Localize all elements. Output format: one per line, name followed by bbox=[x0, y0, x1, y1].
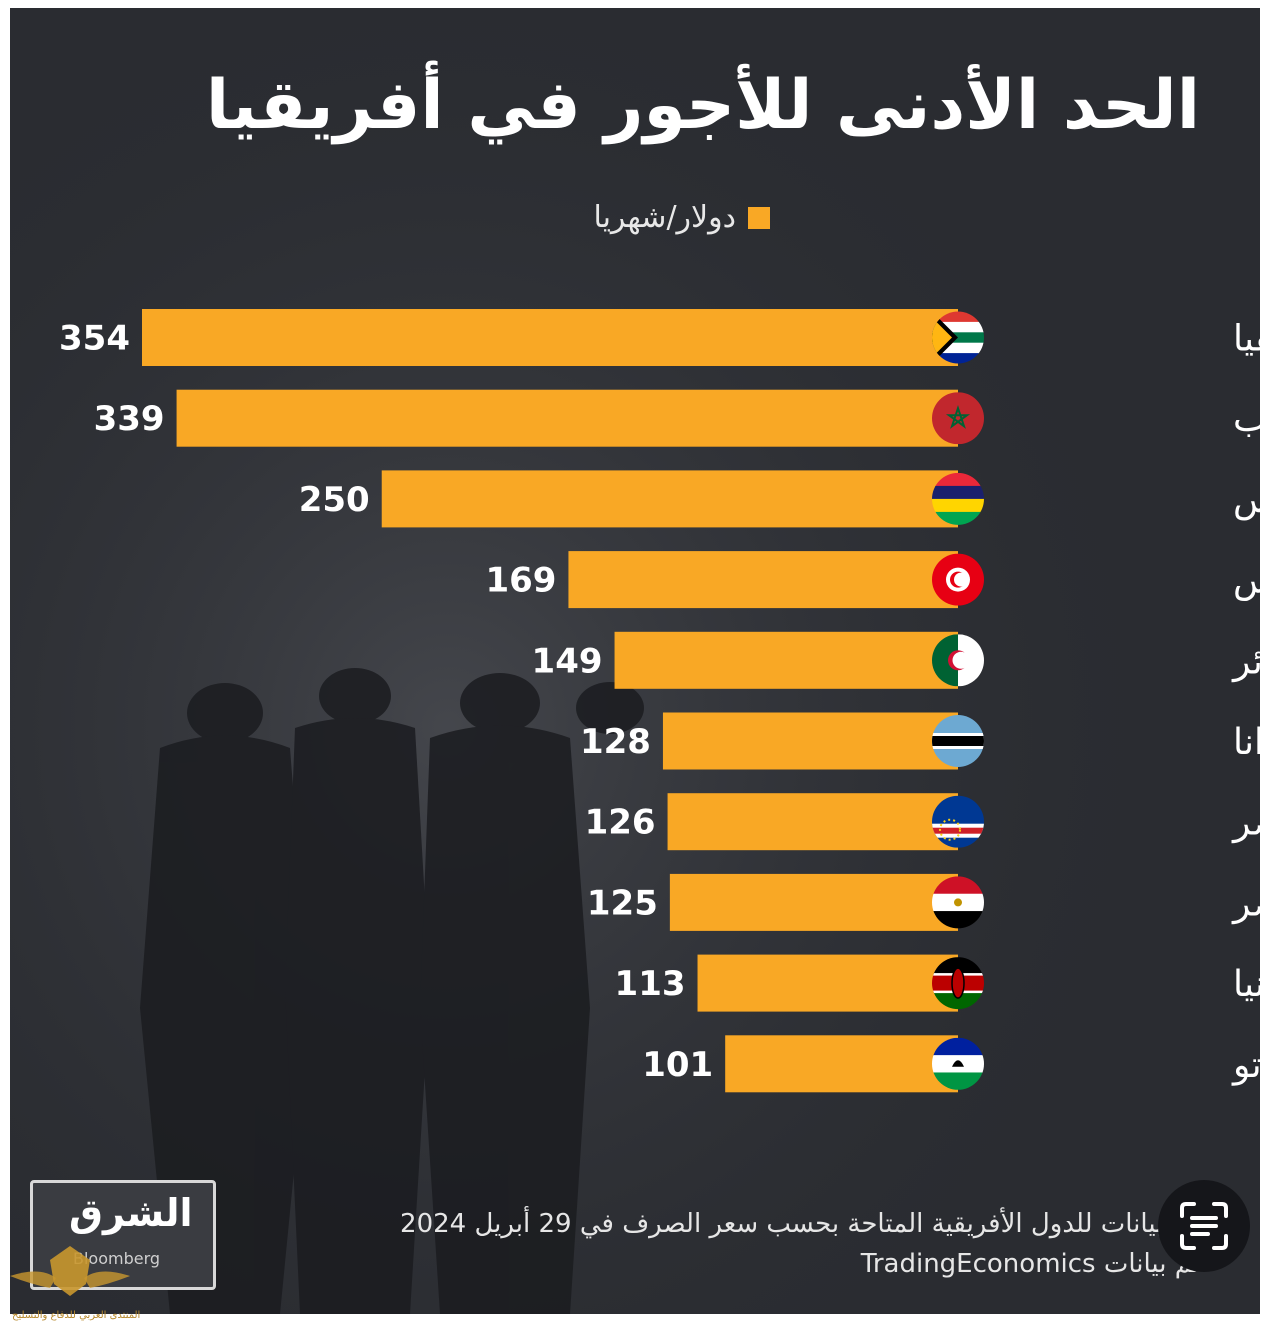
cape-verde-flag-icon bbox=[932, 795, 984, 848]
scan-text-icon bbox=[1180, 1202, 1228, 1250]
lesotho-flag-icon bbox=[932, 1037, 984, 1090]
value-label-4: 149 bbox=[532, 641, 603, 681]
eagle-emblem-icon bbox=[10, 1246, 130, 1296]
category-label-7: مصر bbox=[1231, 883, 1262, 924]
bar-9 bbox=[725, 1035, 958, 1093]
bar-5 bbox=[662, 712, 958, 770]
algeria-flag-icon bbox=[932, 634, 984, 687]
kenya-flag-icon bbox=[932, 957, 984, 1010]
footer-note: و البيانات للدول الأفريقية المتاحة بحسب … bbox=[400, 1204, 1200, 1284]
watermark-text: المنتدى العربي للدفاع والتسليح bbox=[12, 1310, 141, 1321]
botswana-flag-icon bbox=[932, 715, 984, 767]
category-label-8: كينيا bbox=[1233, 964, 1262, 1005]
tunisia-flag-icon bbox=[932, 553, 984, 606]
value-label-2: 250 bbox=[299, 480, 370, 520]
bar-8 bbox=[697, 954, 958, 1012]
bar-0 bbox=[142, 309, 958, 366]
egypt-flag-icon bbox=[932, 876, 984, 929]
logo-text: الشرق bbox=[69, 1191, 193, 1235]
value-label-0: 354 bbox=[59, 319, 130, 359]
category-label-3: تونس bbox=[1233, 561, 1262, 602]
legend-swatch bbox=[748, 206, 770, 229]
bar-3 bbox=[568, 551, 958, 609]
value-label-6: 126 bbox=[585, 803, 656, 843]
value-label-1: 339 bbox=[94, 399, 165, 439]
asharq-bloomberg-logo: الشرق Bloomberg bbox=[30, 1180, 216, 1290]
value-label-8: 113 bbox=[615, 964, 686, 1004]
value-label-3: 169 bbox=[485, 561, 556, 601]
logo-sub: Bloomberg bbox=[73, 1249, 161, 1268]
bar-1 bbox=[176, 389, 958, 447]
category-label-1: المغرب bbox=[1233, 399, 1262, 440]
bar-7 bbox=[669, 873, 958, 931]
value-label-5: 128 bbox=[580, 722, 651, 762]
bar-4 bbox=[614, 631, 958, 689]
value-label-9: 101 bbox=[642, 1045, 713, 1085]
bar-6 bbox=[667, 793, 958, 851]
category-label-9: ليسوتو bbox=[1231, 1045, 1262, 1086]
legend: دولار/شهريا bbox=[593, 200, 770, 235]
bar-2 bbox=[381, 470, 958, 528]
footer-line-1: و البيانات للدول الأفريقية المتاحة بحسب … bbox=[400, 1209, 1200, 1239]
footer-line-2: لم بيانات TradingEconomics bbox=[860, 1249, 1200, 1279]
legend-label: دولار/شهريا bbox=[593, 200, 736, 235]
morocco-flag-icon bbox=[932, 392, 984, 445]
category-label-4: الجزائر bbox=[1231, 641, 1262, 682]
scan-text-button[interactable] bbox=[1158, 1180, 1250, 1272]
south-africa-flag-icon bbox=[932, 311, 984, 364]
category-label-0: جنوب أفريقيا bbox=[1233, 315, 1262, 360]
category-label-6: الرأس الأخضر bbox=[1231, 799, 1262, 844]
category-label-2: موريشيوس bbox=[1233, 480, 1262, 521]
value-label-7: 125 bbox=[587, 883, 658, 923]
chart-title: الحد الأدنى للأجور في أفريقيا bbox=[205, 66, 1200, 145]
category-label-5: بوتسوانا bbox=[1233, 722, 1262, 763]
